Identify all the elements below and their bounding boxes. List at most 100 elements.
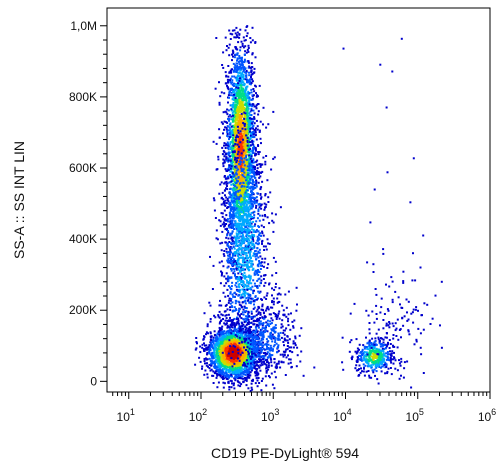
data-point [231, 158, 234, 161]
data-point [212, 370, 215, 373]
data-point [227, 277, 229, 280]
data-point [219, 342, 222, 345]
data-point [239, 186, 242, 188]
data-point [260, 186, 263, 189]
data-point [254, 255, 257, 258]
data-point [243, 157, 246, 160]
data-point [256, 349, 259, 352]
data-point [234, 67, 236, 70]
data-point [234, 64, 237, 67]
data-point [248, 202, 251, 205]
data-point [242, 175, 245, 178]
data-point [249, 389, 252, 392]
data-point [235, 145, 238, 148]
data-point [247, 184, 250, 187]
data-point [247, 206, 250, 209]
data-point [239, 63, 242, 66]
data-point [244, 276, 247, 279]
data-point [242, 239, 245, 242]
data-point [241, 273, 244, 276]
data-point [230, 288, 233, 290]
data-point [222, 162, 225, 165]
data-point [251, 165, 254, 168]
data-point [235, 243, 238, 245]
data-point [240, 199, 243, 202]
data-point [238, 36, 241, 39]
data-point [240, 116, 243, 119]
data-point [229, 155, 231, 158]
data-point [232, 85, 235, 87]
data-point [220, 212, 223, 215]
data-point [244, 226, 247, 228]
data-point [253, 351, 256, 354]
data-point [247, 257, 250, 259]
data-point [241, 90, 244, 93]
data-point [238, 276, 241, 279]
data-point [252, 109, 255, 112]
data-point [258, 206, 261, 209]
data-point [231, 33, 234, 36]
data-point [248, 301, 251, 304]
data-point [244, 93, 247, 96]
data-point [225, 187, 227, 190]
data-point [240, 254, 242, 257]
data-point [220, 203, 223, 206]
data-point [236, 98, 238, 101]
data-point [256, 379, 259, 382]
data-point [264, 245, 267, 248]
data-point [236, 280, 239, 283]
data-point [243, 193, 246, 196]
data-point [253, 306, 256, 309]
data-point [220, 91, 223, 94]
data-point [238, 116, 241, 119]
data-point [253, 272, 256, 275]
data-point [225, 158, 228, 161]
data-point [247, 176, 250, 179]
data-point [242, 189, 245, 192]
data-point [209, 318, 212, 320]
data-point [233, 160, 236, 163]
data-point [244, 200, 247, 203]
data-point [236, 316, 238, 319]
data-point [242, 78, 245, 80]
data-point [222, 291, 225, 294]
data-point [242, 46, 245, 49]
data-point [250, 71, 253, 74]
data-point [234, 254, 237, 257]
data-point [232, 128, 235, 131]
data-point [234, 105, 236, 108]
data-point [236, 163, 239, 166]
data-point [247, 126, 250, 129]
data-point [227, 159, 230, 162]
data-point [231, 151, 234, 154]
data-point [246, 106, 249, 109]
data-point [249, 172, 252, 175]
data-point [251, 171, 253, 174]
data-point [247, 222, 250, 225]
data-point [255, 229, 258, 231]
data-point [231, 194, 234, 197]
data-point [251, 236, 254, 239]
data-point [254, 148, 257, 151]
data-point [251, 131, 254, 134]
data-point [256, 308, 259, 311]
data-point [240, 263, 243, 266]
data-point [230, 224, 233, 227]
data-point [224, 199, 227, 202]
data-point [262, 156, 265, 159]
data-point [226, 133, 229, 136]
data-point [240, 86, 243, 89]
data-point [257, 212, 260, 215]
data-point [231, 106, 234, 109]
data-point [234, 123, 237, 125]
data-point [238, 324, 241, 327]
data-point [212, 264, 215, 267]
data-point [233, 36, 236, 39]
data-point [238, 266, 241, 269]
data-point [247, 47, 250, 49]
data-point [240, 313, 243, 315]
data-point [226, 125, 229, 128]
data-point [230, 269, 233, 272]
data-point [254, 285, 257, 287]
data-point [250, 231, 253, 234]
